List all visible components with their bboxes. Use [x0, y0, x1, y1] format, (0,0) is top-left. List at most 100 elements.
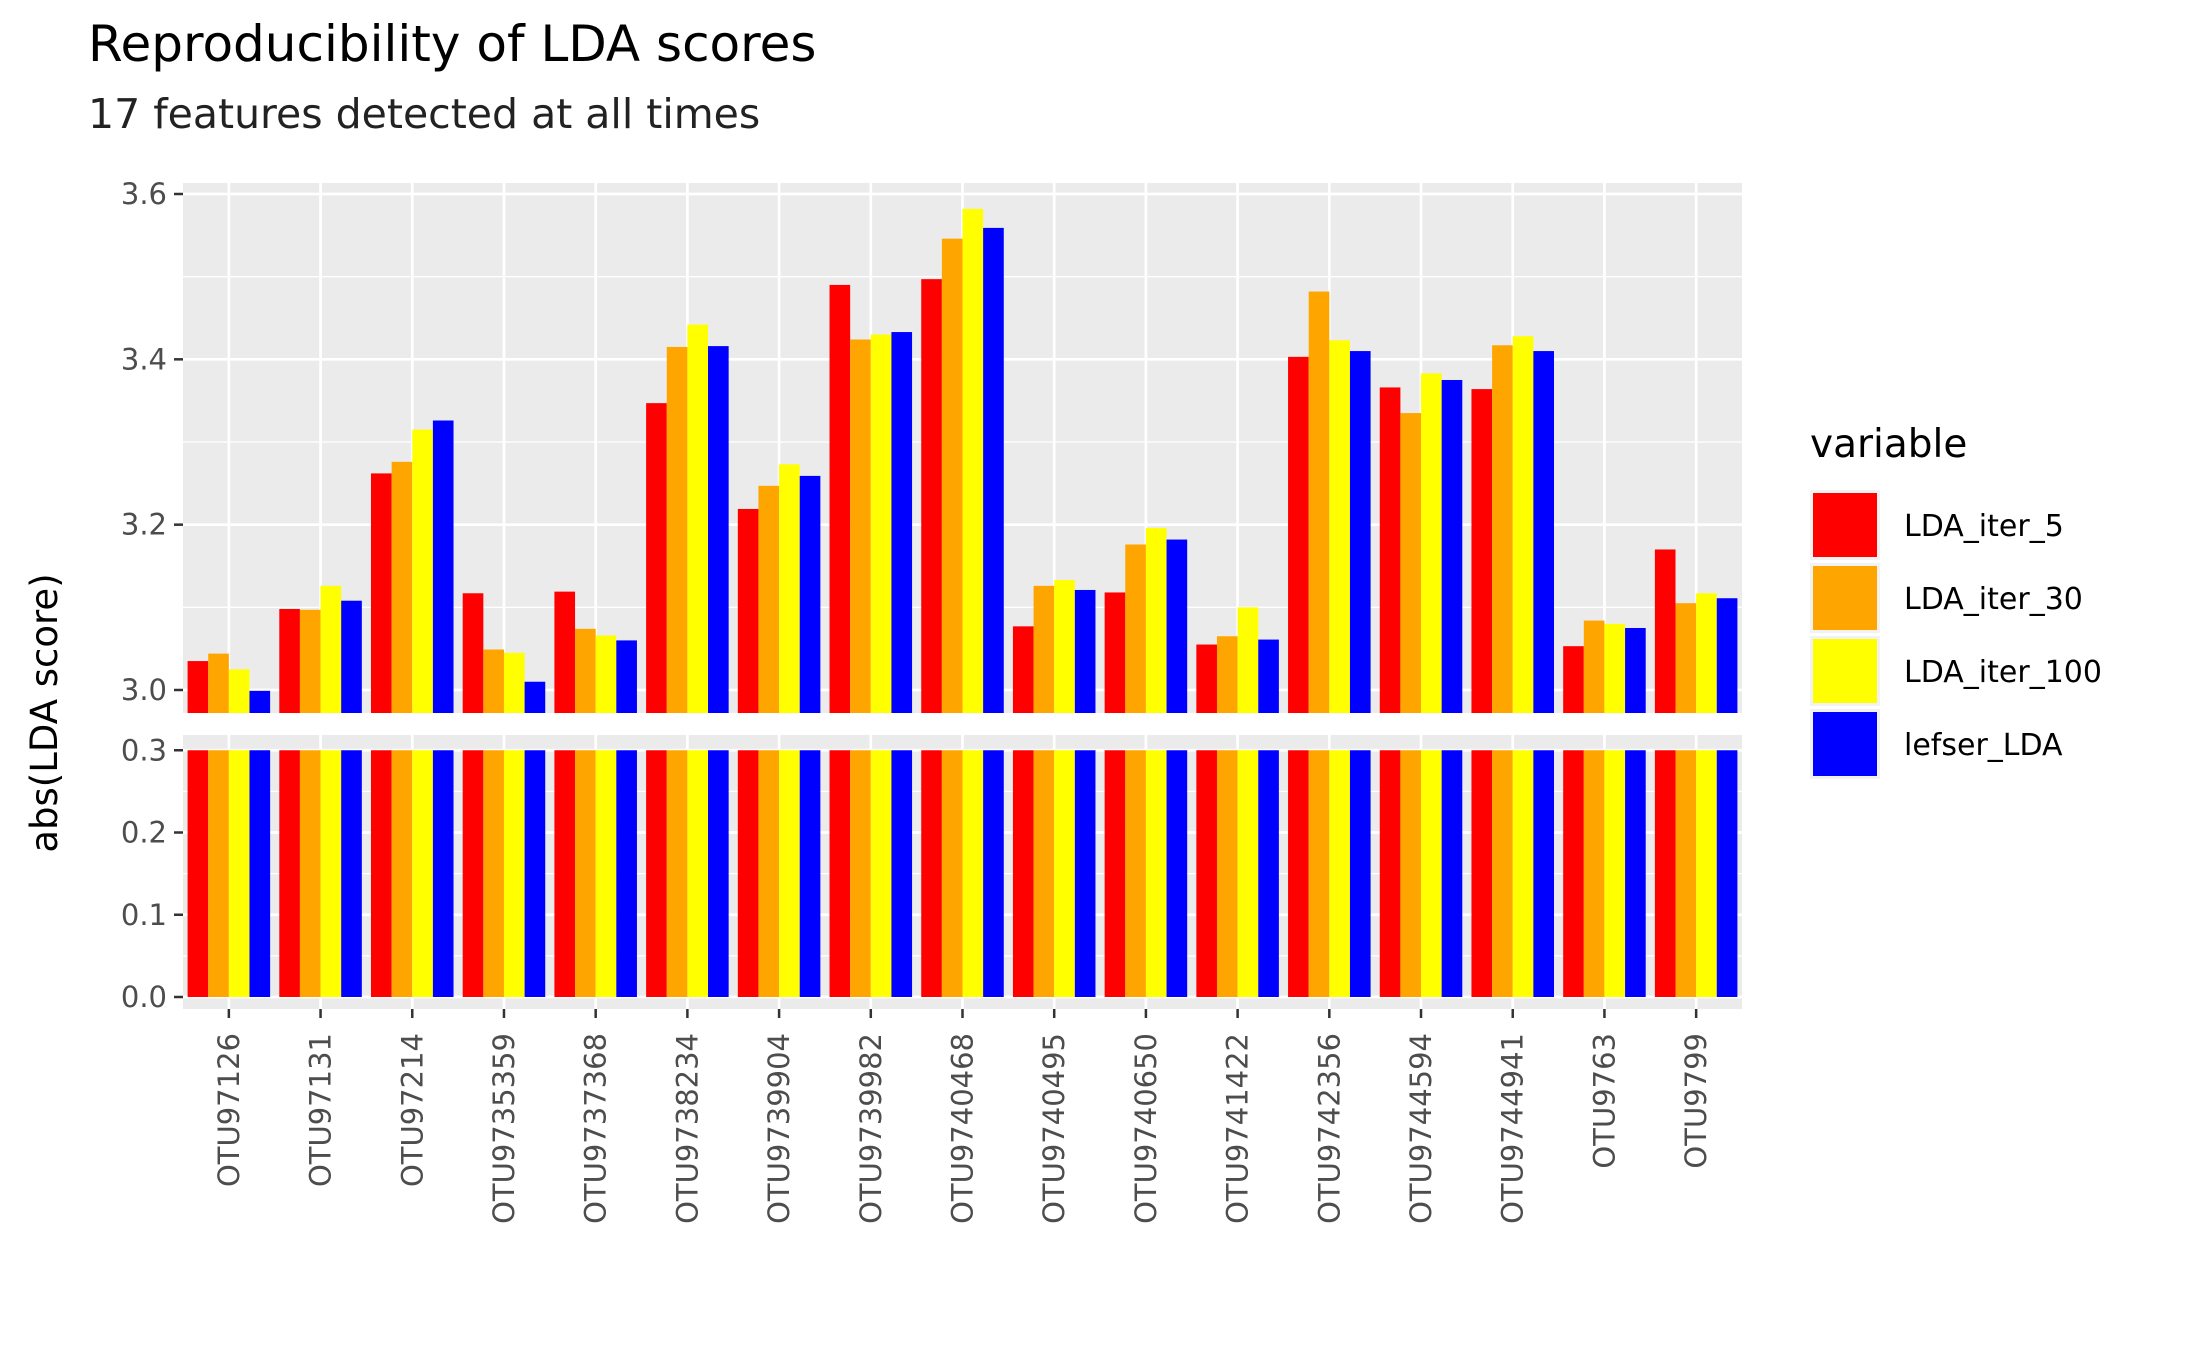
bar-lower-segment: [1329, 750, 1350, 997]
bar-lower-segment: [391, 750, 413, 997]
x-tick-label: OTU9740650: [1129, 1033, 1163, 1224]
bar: [595, 635, 617, 713]
bar: [503, 652, 525, 713]
bar-lower-segment: [1166, 750, 1188, 997]
bar: [1441, 379, 1463, 713]
legend-label: LDA_iter_30: [1904, 582, 2083, 617]
bar-lower-segment: [187, 750, 209, 997]
x-tick-label: OTU9739982: [854, 1033, 888, 1224]
bar: [1421, 373, 1442, 713]
y-tick-label: 0.2: [121, 816, 167, 850]
bar: [962, 208, 984, 714]
bar-lower-segment: [320, 750, 342, 997]
bar: [983, 227, 1004, 713]
legend-label: LDA_iter_5: [1904, 509, 2064, 544]
bar: [829, 284, 851, 713]
bar-lower-segment: [1074, 750, 1096, 997]
bar: [666, 346, 688, 713]
bar-lower-segment: [228, 750, 250, 997]
bar: [921, 279, 942, 713]
bar-lower-segment: [983, 750, 1004, 997]
legend-swatch: [1813, 639, 1877, 703]
bar: [483, 649, 504, 713]
bar: [554, 591, 576, 713]
bar-lower-segment: [1379, 750, 1401, 997]
bar-lower-segment: [1533, 750, 1555, 997]
bar: [687, 324, 709, 713]
bar-lower-segment: [737, 750, 759, 997]
bar: [891, 332, 913, 713]
bar-lower-segment: [1400, 750, 1422, 997]
bar: [1166, 539, 1188, 713]
bar-lower-segment: [1675, 750, 1697, 997]
bar-lower-segment: [1054, 750, 1075, 997]
x-tick-label: OTU9741422: [1221, 1033, 1255, 1224]
bar: [1145, 527, 1167, 713]
bar: [1400, 413, 1422, 713]
bar-lower-segment: [1512, 750, 1534, 997]
bar: [616, 640, 637, 713]
bar-lower-segment: [595, 750, 617, 997]
bar-lower-segment: [962, 750, 984, 997]
bar: [412, 429, 433, 713]
legend-title: variable: [1810, 422, 1967, 467]
bar-lower-segment: [412, 750, 433, 997]
bar-lower-segment: [850, 750, 871, 997]
bar: [187, 661, 209, 713]
bar-lower-segment: [524, 750, 546, 997]
bar-lower-segment: [1258, 750, 1279, 997]
x-axis-ticks: OTU97126 OTU97131 OTU97214 OTU9735359 OTU973…: [212, 1009, 1713, 1224]
y-tick-label: 3.4: [121, 342, 167, 376]
y-tick-label: 3.0: [121, 673, 167, 707]
legend-label: LDA_iter_100: [1904, 655, 2102, 690]
bar-lower-segment: [554, 750, 576, 997]
bar: [299, 609, 321, 713]
chart-subtitle: 17 features detected at all times: [88, 90, 760, 138]
bar-lower-segment: [1196, 750, 1217, 997]
y-axis-ticks: 3.0 3.2 3.4 3.6 0.0 0.1 0.2 0.3: [121, 177, 183, 1014]
x-tick-label: OTU9738234: [670, 1033, 704, 1224]
x-tick-label: OTU9735359: [487, 1033, 521, 1224]
bar-lower-segment: [1441, 750, 1463, 997]
bar-lower-segment: [758, 750, 780, 997]
bar-lower-segment: [370, 750, 392, 997]
bar: [208, 653, 229, 713]
x-tick-label: OTU9742356: [1312, 1033, 1346, 1224]
legend: variable LDA_iter_5 LDA_iter_30 LDA_iter_1…: [1810, 422, 2102, 779]
bar: [1696, 593, 1717, 713]
bars: [187, 208, 1738, 997]
bar: [1216, 636, 1238, 713]
bar: [320, 585, 342, 713]
bar-lower-segment: [1349, 750, 1371, 997]
y-tick-label: 3.2: [121, 508, 167, 542]
bar-lower-segment: [249, 750, 271, 997]
bar: [1074, 589, 1096, 713]
x-tick-label: OTU97131: [304, 1033, 338, 1187]
bar: [850, 339, 871, 713]
bar: [1308, 291, 1330, 713]
bar-lower-segment: [1237, 750, 1259, 997]
bar: [646, 403, 667, 713]
bar: [1012, 626, 1034, 713]
bar: [1329, 340, 1350, 713]
bar-lower-segment: [891, 750, 913, 997]
bar: [1563, 646, 1584, 713]
bar-lower-segment: [575, 750, 596, 997]
bar-lower-segment: [208, 750, 229, 997]
bar-lower-segment: [687, 750, 709, 997]
bar: [1349, 351, 1371, 713]
bar-lower-segment: [799, 750, 821, 997]
bar: [228, 669, 250, 713]
bar: [758, 485, 780, 713]
bar: [941, 238, 963, 713]
bar: [1604, 623, 1626, 713]
x-tick-label: OTU9799: [1679, 1033, 1713, 1169]
bar: [1104, 592, 1126, 713]
bar-lower-segment: [779, 750, 800, 997]
bar: [279, 608, 300, 713]
bar: [1492, 345, 1513, 713]
bar-lower-segment: [1696, 750, 1717, 997]
chart-title: Reproducibility of LDA scores: [88, 15, 816, 73]
bar-lower-segment: [1033, 750, 1055, 997]
